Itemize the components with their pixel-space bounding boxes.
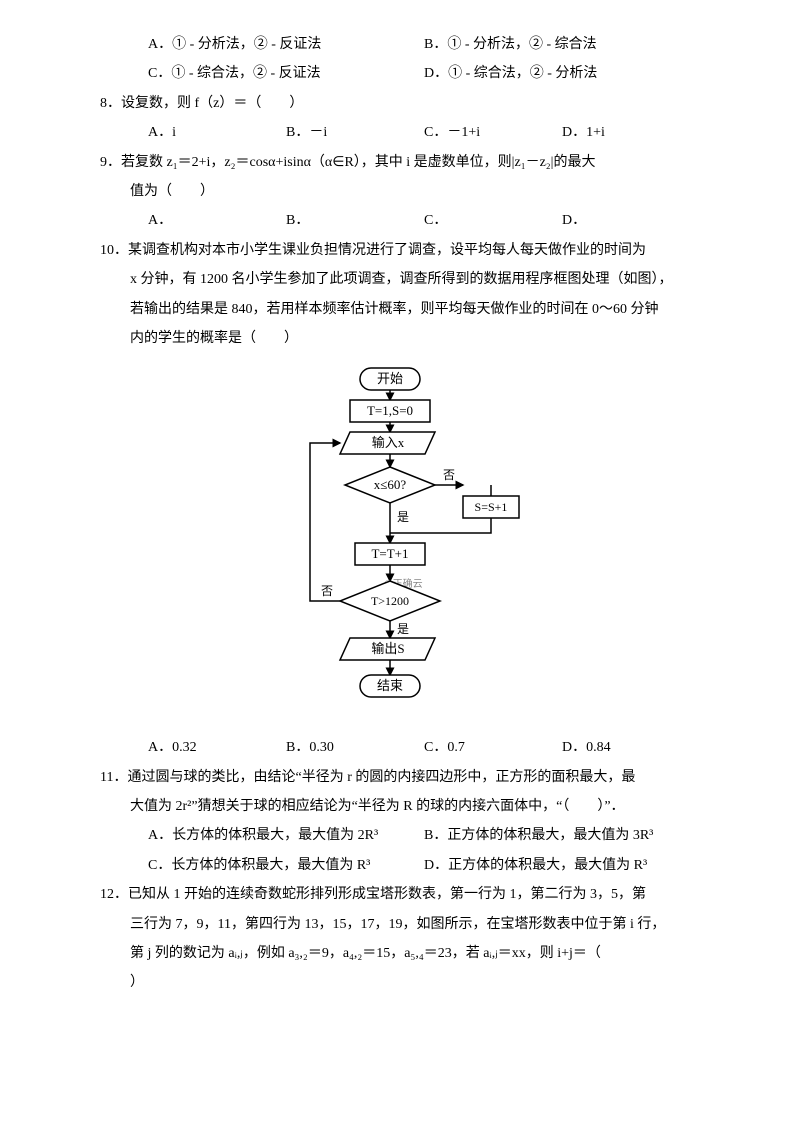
- q10-opt-b: B．0.30: [286, 733, 424, 762]
- q9-opt-a: A．: [148, 206, 286, 235]
- fc-cond2-no: 否: [321, 584, 333, 598]
- fc-assign: S=S+1: [475, 500, 508, 514]
- q12-l3: 第 j 列的数记为 aᵢ,ⱼ，例如 a₃,₂＝9，a₄,₂＝15，a₅,₄＝23…: [100, 939, 700, 968]
- q12-l2: 三行为 7，9，11，第四行为 13，15，17，19，如图所示，在宝塔形数表中…: [100, 910, 700, 939]
- q11-opt-b: B．正方体的体积最大，最大值为 3R³: [424, 821, 700, 850]
- fc-cond1-yes: 是: [397, 510, 409, 524]
- flowchart-diagram: 开始 T=1,S=0 输入x x≤60? 否 S=S+1 是: [275, 363, 525, 723]
- q7-opt-c: C．① - 综合法，② - 反证法: [148, 59, 424, 88]
- q7-opt-d: D．① - 综合法，② - 分析法: [424, 59, 700, 88]
- q7-opt-a: A．① - 分析法，② - 反证法: [148, 30, 424, 59]
- q8-options: A．i B．－i C．－1+i D．1+i: [100, 118, 700, 147]
- fc-cond1-no: 否: [443, 468, 455, 482]
- q9-opt-d: D．: [562, 206, 700, 235]
- q9-stem-l1: 9．若复数 z₁＝2+i，z₂＝cosα+isinα（α∈R），其中 i 是虚数…: [100, 148, 700, 177]
- q11-l2: 大值为 2r²”猜想关于球的相应结论为“半径为 R 的球的内接六面体中，“（ ）…: [100, 792, 700, 821]
- q8-opt-c: C．－1+i: [424, 118, 562, 147]
- q8-stem: 8．设复数，则 f（z）＝（ ）: [100, 89, 700, 118]
- q7-options-row1: A．① - 分析法，② - 反证法 B．① - 分析法，② - 综合法: [100, 30, 700, 59]
- q11-options-row1: A．长方体的体积最大，最大值为 2R³ B．正方体的体积最大，最大值为 3R³: [100, 821, 700, 850]
- q7-opt-b: B．① - 分析法，② - 综合法: [424, 30, 700, 59]
- q12-l1: 12．已知从 1 开始的连续奇数蛇形排列形成宝塔形数表，第一行为 1，第二行为 …: [100, 880, 700, 909]
- fc-output: 输出S: [371, 641, 404, 656]
- q11-options-row2: C．长方体的体积最大，最大值为 R³ D．正方体的体积最大，最大值为 R³: [100, 851, 700, 880]
- q11-opt-a: A．长方体的体积最大，最大值为 2R³: [148, 821, 424, 850]
- q11-l1: 11．通过圆与球的类比，由结论“半径为 r 的圆的内接四边形中，正方形的面积最大…: [100, 763, 700, 792]
- fc-start: 开始: [377, 371, 403, 386]
- fc-cond2-yes: 是: [397, 622, 409, 636]
- q10-options: A．0.32 B．0.30 C．0.7 D．0.84: [100, 733, 700, 762]
- q9-options: A． B． C． D．: [100, 206, 700, 235]
- fc-cond1: x≤60?: [374, 477, 407, 492]
- q10-opt-c: C．0.7: [424, 733, 562, 762]
- q10-opt-a: A．0.32: [148, 733, 286, 762]
- exam-page: A．① - 分析法，② - 反证法 B．① - 分析法，② - 综合法 C．① …: [0, 0, 800, 1028]
- q8-opt-a: A．i: [148, 118, 286, 147]
- fc-end: 结束: [377, 678, 403, 693]
- q9-stem-l2: 值为（ ）: [100, 177, 700, 206]
- fc-cond2: T>1200: [371, 594, 409, 608]
- q10-l2: x 分钟，有 1200 名小学生参加了此项调查，调查所得到的数据用程序框图处理（…: [100, 265, 700, 294]
- fc-init: T=1,S=0: [367, 403, 413, 418]
- q10-l4: 内的学生的概率是（ ）: [100, 324, 700, 353]
- q7-options-row2: C．① - 综合法，② - 反证法 D．① - 综合法，② - 分析法: [100, 59, 700, 88]
- q9-opt-c: C．: [424, 206, 562, 235]
- q12-l4: ）: [100, 968, 700, 997]
- q10-l1: 10．某调查机构对本市小学生课业负担情况进行了调查，设平均每人每天做作业的时间为: [100, 236, 700, 265]
- fc-inc: T=T+1: [371, 546, 408, 561]
- q8-opt-b: B．－i: [286, 118, 424, 147]
- q11-opt-d: D．正方体的体积最大，最大值为 R³: [424, 851, 700, 880]
- q9-opt-b: B．: [286, 206, 424, 235]
- q10-opt-d: D．0.84: [562, 733, 700, 762]
- fc-input: 输入x: [372, 435, 405, 450]
- q8-opt-d: D．1+i: [562, 118, 700, 147]
- q11-opt-c: C．长方体的体积最大，最大值为 R³: [148, 851, 424, 880]
- q10-l3: 若输出的结果是 840，若用样本频率估计概率，则平均每天做作业的时间在 0～60…: [100, 295, 700, 324]
